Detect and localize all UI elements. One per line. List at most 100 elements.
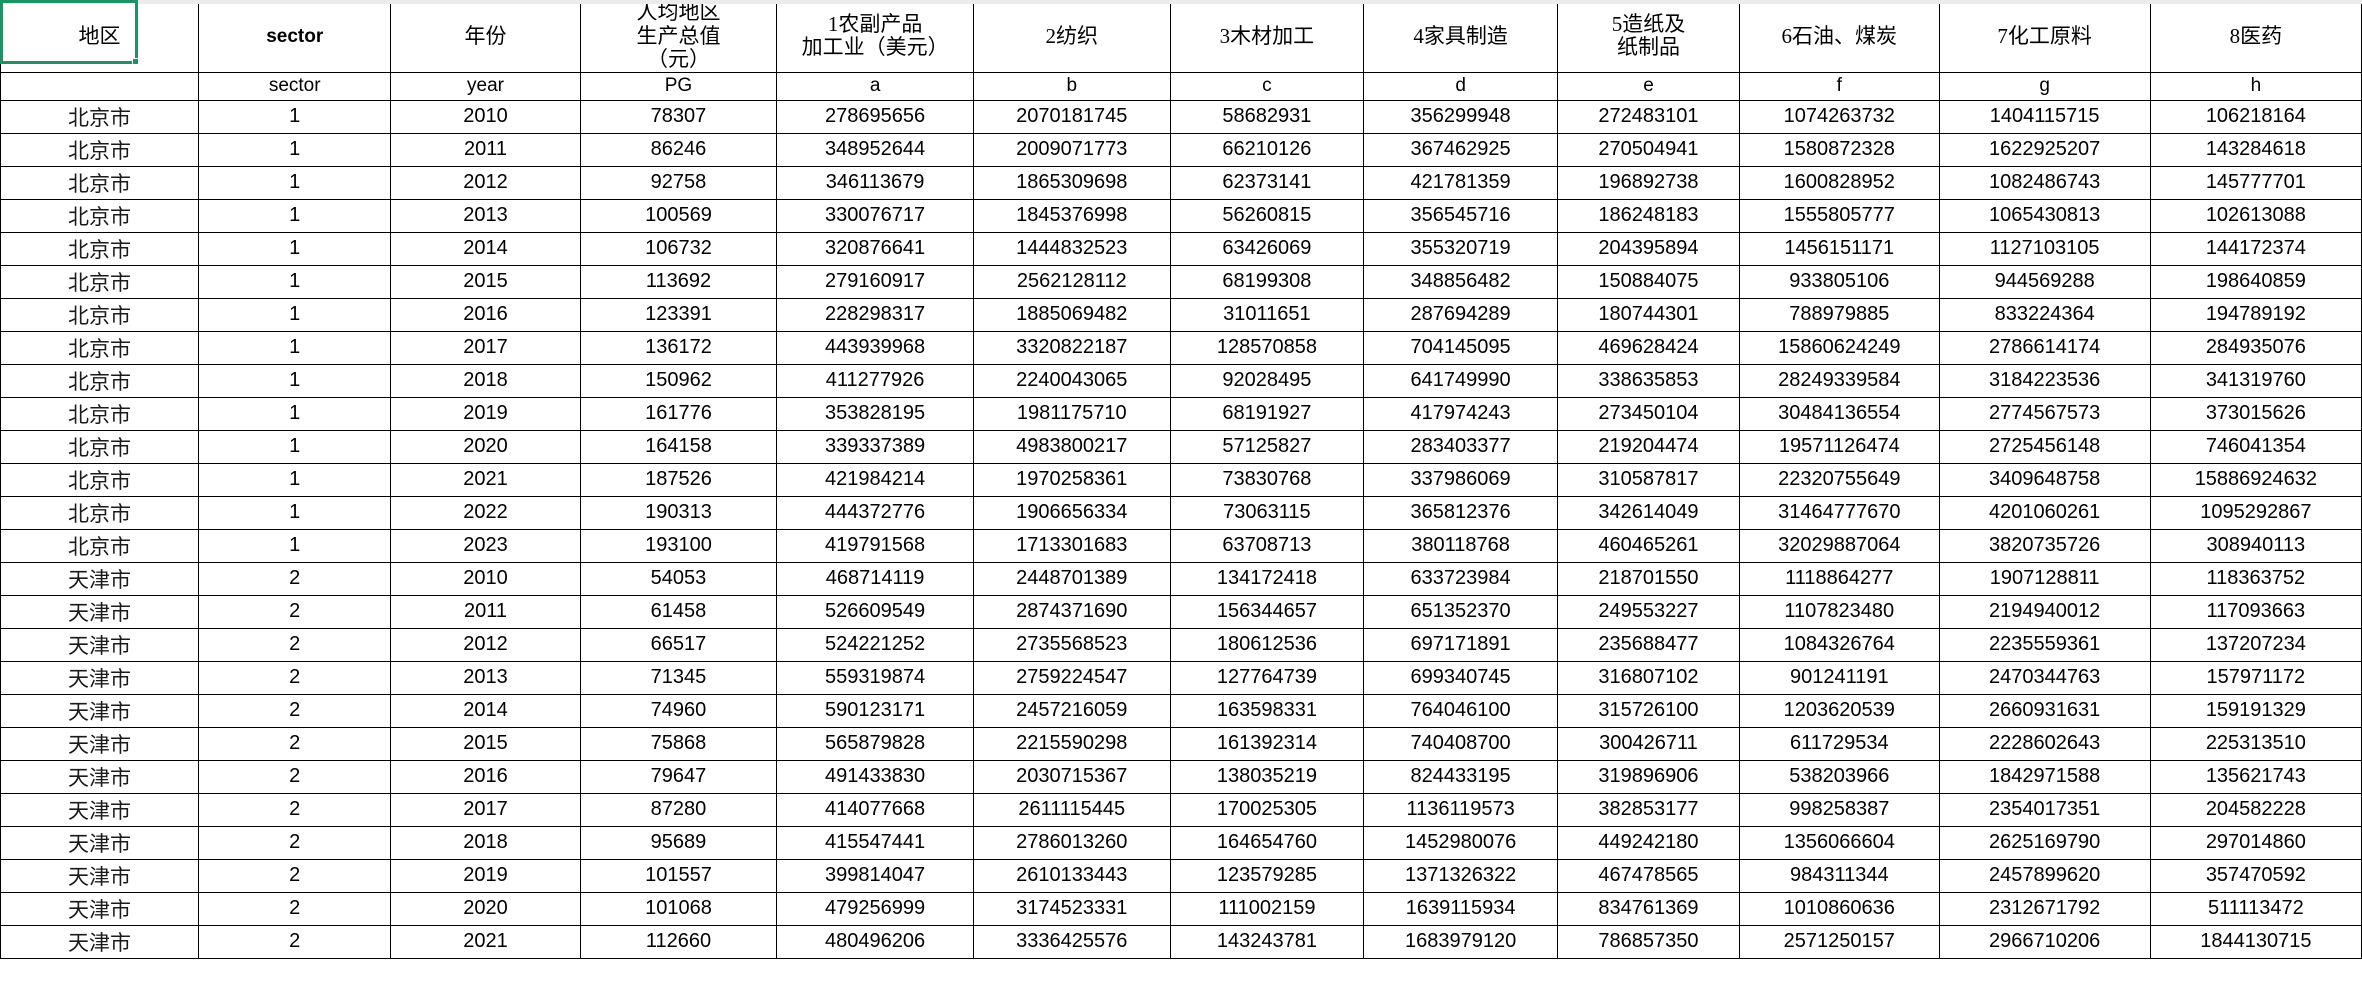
cell-d[interactable]: 699340745 (1363, 660, 1558, 695)
cell-PG[interactable]: 71345 (579, 660, 778, 695)
cell-year[interactable]: 2012 (390, 627, 581, 662)
cell-c[interactable]: 156344657 (1169, 594, 1365, 629)
cell-f[interactable]: 2571250157 (1739, 924, 1940, 959)
cell-a[interactable]: 348952644 (776, 132, 974, 167)
cell-PG[interactable]: 92758 (579, 165, 778, 200)
cell-b[interactable]: 1713301683 (972, 528, 1171, 563)
table-row[interactable]: 北京市 1 2018 150962 411277926 2240043065 9202849… (0, 363, 2362, 398)
cell-e[interactable]: 196892738 (1556, 165, 1741, 200)
cell-b[interactable]: 2457216059 (972, 693, 1171, 728)
header-cell-f[interactable]: 6石油、煤炭 (1739, 0, 1940, 73)
cell-c[interactable]: 66210126 (1169, 132, 1365, 167)
cell-sector[interactable]: 1 (198, 363, 392, 398)
cell-sector[interactable]: 2 (198, 924, 392, 959)
cell-g[interactable]: 2660931631 (1938, 693, 2151, 728)
cell-h[interactable]: 341319760 (2149, 363, 2362, 398)
cell-b[interactable]: 2786013260 (972, 825, 1171, 860)
cell-a[interactable]: 411277926 (776, 363, 974, 398)
cell-year[interactable]: 2012 (390, 165, 581, 200)
cell-e[interactable]: 180744301 (1556, 297, 1741, 332)
table-row[interactable]: 北京市 1 2019 161776 353828195 1981175710 6819192… (0, 396, 2362, 431)
cell-year[interactable]: 2019 (390, 396, 581, 431)
table-row[interactable]: 北京市 1 2022 190313 444372776 1906656334 7306311… (0, 495, 2362, 530)
table-row[interactable]: 北京市 1 2012 92758 346113679 1865309698 62373141… (0, 165, 2362, 200)
cell-g[interactable]: 2235559361 (1938, 627, 2151, 662)
cell-sector[interactable]: 1 (198, 165, 392, 200)
cell-d[interactable]: 287694289 (1363, 297, 1558, 332)
cell-d[interactable]: 355320719 (1363, 231, 1558, 266)
cell-d[interactable]: 1136119573 (1363, 792, 1558, 827)
cell-c[interactable]: 31011651 (1169, 297, 1365, 332)
cell-year[interactable]: 2010 (390, 99, 581, 134)
cell-sector[interactable]: 2 (198, 825, 392, 860)
cell-c[interactable]: 58682931 (1169, 99, 1365, 134)
table-row[interactable]: 天津市 2 2011 61458 526609549 2874371690 15634465… (0, 594, 2362, 629)
cell-d[interactable]: 1639115934 (1363, 891, 1558, 926)
cell-d[interactable]: 348856482 (1363, 264, 1558, 299)
cell-c[interactable]: 180612536 (1169, 627, 1365, 662)
cell-year[interactable]: 2014 (390, 693, 581, 728)
cell-e[interactable]: 270504941 (1556, 132, 1741, 167)
header-code-cell-8[interactable]: e (1556, 71, 1741, 101)
cell-d[interactable]: 421781359 (1363, 165, 1558, 200)
cell-e[interactable]: 342614049 (1556, 495, 1741, 530)
cell-d[interactable]: 365812376 (1363, 495, 1558, 530)
cell-h[interactable]: 145777701 (2149, 165, 2362, 200)
cell-b[interactable]: 3336425576 (972, 924, 1171, 959)
cell-PG[interactable]: 113692 (579, 264, 778, 299)
cell-PG[interactable]: 123391 (579, 297, 778, 332)
cell-f[interactable]: 611729534 (1739, 726, 1940, 761)
cell-region[interactable]: 天津市 (0, 561, 200, 596)
cell-b[interactable]: 1885069482 (972, 297, 1171, 332)
cell-e[interactable]: 150884075 (1556, 264, 1741, 299)
cell-g[interactable]: 3820735726 (1938, 528, 2151, 563)
table-row[interactable]: 天津市 2 2018 95689 415547441 2786013260 16465476… (0, 825, 2362, 860)
cell-region[interactable]: 天津市 (0, 792, 200, 827)
cell-g[interactable]: 2312671792 (1938, 891, 2151, 926)
cell-d[interactable]: 417974243 (1363, 396, 1558, 431)
cell-d[interactable]: 1452980076 (1363, 825, 1558, 860)
cell-d[interactable]: 633723984 (1363, 561, 1558, 596)
cell-h[interactable]: 225313510 (2149, 726, 2362, 761)
cell-c[interactable]: 73063115 (1169, 495, 1365, 530)
cell-c[interactable]: 170025305 (1169, 792, 1365, 827)
cell-year[interactable]: 2020 (390, 891, 581, 926)
cell-a[interactable]: 526609549 (776, 594, 974, 629)
cell-PG[interactable]: 79647 (579, 759, 778, 794)
cell-e[interactable]: 300426711 (1556, 726, 1741, 761)
cell-g[interactable]: 2228602643 (1938, 726, 2151, 761)
cell-region[interactable]: 天津市 (0, 627, 200, 662)
cell-g[interactable]: 1127103105 (1938, 231, 2151, 266)
cell-year[interactable]: 2011 (390, 594, 581, 629)
cell-a[interactable]: 320876641 (776, 231, 974, 266)
cell-region[interactable]: 北京市 (0, 264, 200, 299)
table-row[interactable]: 北京市 1 2021 187526 421984214 1970258361 7383076… (0, 462, 2362, 497)
cell-c[interactable]: 164654760 (1169, 825, 1365, 860)
cell-a[interactable]: 421984214 (776, 462, 974, 497)
cell-year[interactable]: 2019 (390, 858, 581, 893)
cell-e[interactable]: 460465261 (1556, 528, 1741, 563)
cell-year[interactable]: 2013 (390, 198, 581, 233)
cell-PG[interactable]: 187526 (579, 462, 778, 497)
cell-a[interactable]: 228298317 (776, 297, 974, 332)
cell-g[interactable]: 1065430813 (1938, 198, 2151, 233)
table-row[interactable]: 天津市 2 2019 101557 399814047 2610133443 1235792… (0, 858, 2362, 893)
cell-d[interactable]: 1683979120 (1363, 924, 1558, 959)
header-code-cell-9[interactable]: f (1739, 71, 1940, 101)
cell-b[interactable]: 2759224547 (972, 660, 1171, 695)
cell-f[interactable]: 31464777670 (1739, 495, 1940, 530)
cell-g[interactable]: 1907128811 (1938, 561, 2151, 596)
cell-h[interactable]: 194789192 (2149, 297, 2362, 332)
cell-e[interactable]: 338635853 (1556, 363, 1741, 398)
cell-h[interactable]: 373015626 (2149, 396, 2362, 431)
cell-h[interactable]: 746041354 (2149, 429, 2362, 464)
cell-sector[interactable]: 1 (198, 99, 392, 134)
header-cell-c[interactable]: 3木材加工 (1169, 0, 1365, 73)
header-cell-g[interactable]: 7化工原料 (1938, 0, 2151, 73)
header-cell-h[interactable]: 8医药 (2149, 0, 2362, 73)
cell-c[interactable]: 127764739 (1169, 660, 1365, 695)
cell-f[interactable]: 15860624249 (1739, 330, 1940, 365)
header-cell-b[interactable]: 2纺织 (972, 0, 1171, 73)
cell-h[interactable]: 137207234 (2149, 627, 2362, 662)
cell-a[interactable]: 346113679 (776, 165, 974, 200)
